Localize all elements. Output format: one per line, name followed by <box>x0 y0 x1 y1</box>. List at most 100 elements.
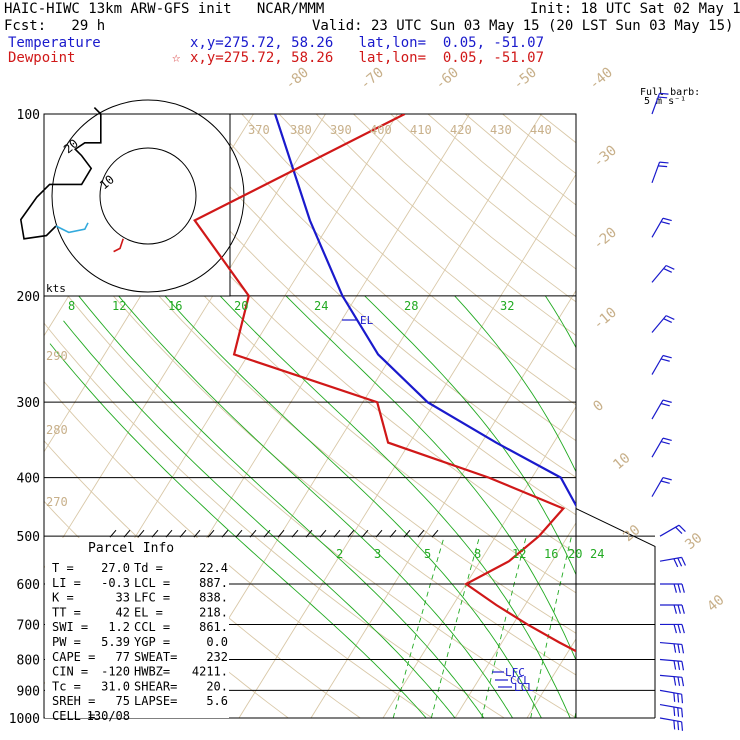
theta-label: 410 <box>410 123 432 137</box>
pressure-label: 600 <box>17 578 40 593</box>
lcl-label: LCL <box>514 681 534 694</box>
wind-barb-flag <box>681 661 685 671</box>
mixing-ratio-label: 16 <box>168 299 182 313</box>
isotherm-line <box>382 405 576 718</box>
temperature-label: -40 <box>586 65 616 94</box>
theta-label: 390 <box>330 123 352 137</box>
wind-barb-flag <box>665 315 675 320</box>
pressure-label: 900 <box>17 684 40 699</box>
moist-adiabat-line <box>364 295 576 576</box>
wind-barb-flag <box>678 524 686 532</box>
parcel-key: T = <box>52 561 74 575</box>
chart-title: HAIC-HIWC 13km ARW-GFS init NCAR/MMM <box>4 1 325 17</box>
freezing-tick <box>417 529 425 538</box>
theta-label: 370 <box>248 123 270 137</box>
parcel-value: 838. <box>199 591 228 605</box>
forecast-hour: Fcst: 29 h <box>4 18 106 34</box>
legend-dewpoint-marker: ☆ <box>172 50 181 66</box>
parcel-value: -120 <box>101 665 130 679</box>
wind-barb-flag <box>660 440 670 445</box>
wind-barb-flag <box>681 557 687 566</box>
mixing-ratio-line <box>481 536 527 718</box>
wind-barb-flag <box>662 437 672 442</box>
init-time: Init: 18 UTC Sat 02 May 15 <box>530 1 740 17</box>
freezing-tick <box>263 529 271 538</box>
pressure-label: 400 <box>17 472 40 487</box>
wind-barb-flag <box>681 708 684 718</box>
temperature-label: -60 <box>432 65 462 94</box>
isotherm-line <box>310 289 576 718</box>
wind-barb-flag <box>681 677 685 687</box>
wind-barb-flag <box>673 720 676 730</box>
wind-barb-flag <box>662 354 672 359</box>
hodograph-ring <box>99 147 197 245</box>
pressure-label: 200 <box>17 290 40 305</box>
freezing-tick <box>221 529 229 538</box>
dry-adiabat-line <box>278 114 576 371</box>
moist-adiabat-line <box>688 296 740 718</box>
freezing-tick <box>347 529 355 538</box>
mixing-ratio-label: 2 <box>336 547 343 561</box>
wind-barb-flag <box>658 165 668 168</box>
parcel-value: 27.0 <box>101 561 130 575</box>
wind-barb <box>651 217 664 238</box>
mixing-ratio-line <box>392 536 445 718</box>
parcel-value: 5.6 <box>206 694 228 708</box>
wind-barb-flag <box>681 604 685 614</box>
dry-adiabat-line <box>44 208 576 676</box>
valid-time: Valid: 23 UTC Sun 03 May 15 (20 LST Sun … <box>312 18 734 34</box>
wind-barb <box>659 641 682 646</box>
lower-panel-frame <box>109 508 656 718</box>
temperature-label: -70 <box>357 65 387 94</box>
wind-barb-flag <box>677 624 681 634</box>
series-line-temperature <box>274 114 576 508</box>
freezing-tick <box>193 529 201 538</box>
parcel-key: CCL = <box>134 620 170 634</box>
freezing-tick <box>207 529 215 538</box>
parcel-info: Parcel Info T = 27.0 Td = 22.4 LI = -0.3 LCL = 8… <box>45 538 229 723</box>
freezing-tick <box>375 529 383 538</box>
parcel-key: K = <box>52 591 74 605</box>
wind-barb-flag <box>673 558 679 568</box>
parcel-value: 75 <box>116 694 130 708</box>
lfc-label: LFC <box>505 666 525 679</box>
temperature-label: -50 <box>510 65 540 94</box>
dry-adiabat-line <box>427 114 576 238</box>
series-line-dewpoint <box>193 114 576 653</box>
dry-adiabat-line <box>502 114 576 175</box>
wind-barb-flag <box>658 96 668 99</box>
dry-adiabat-line <box>129 114 576 516</box>
parcel-key: Tc = <box>52 679 81 693</box>
mixing-ratio-label: 24 <box>314 299 328 313</box>
mixing-ratio-label: 8 <box>68 299 75 313</box>
wind-barb-flag <box>681 624 685 634</box>
wind-barbs: Full barb:5 m s⁻¹ <box>640 87 700 731</box>
wind-barb-flag <box>662 217 672 222</box>
legend-dewpoint-label: Dewpoint <box>8 50 76 66</box>
lower-frame-edge <box>575 508 656 718</box>
wind-barb-flag <box>665 264 675 270</box>
wind-barb-flag <box>659 161 669 164</box>
mixing-ratio-label: 12 <box>512 547 526 561</box>
barb-legend-units: 5 m s⁻¹ <box>644 96 686 107</box>
parcel-key: CAPE = <box>52 650 95 664</box>
parcel-value: 20. <box>206 679 228 693</box>
freezing-tick <box>319 529 327 538</box>
barb-legend-title: Full barb: <box>640 87 700 98</box>
wind-barb-flag <box>663 318 673 324</box>
wind-barb <box>651 265 667 283</box>
wind-barb-flag <box>660 358 670 362</box>
wind-barb <box>659 689 682 695</box>
wind-barb-flag <box>660 402 670 407</box>
wind-barb <box>659 524 680 537</box>
dry-adiabat-line <box>241 114 576 406</box>
parcel-key: LFC = <box>134 591 170 605</box>
legend-dewpoint-info: x,y=275.72, 58.26 lat,lon= 0.05, -51.07 <box>190 50 545 66</box>
pressure-label: 500 <box>17 530 40 545</box>
parcel-value: 1.2 <box>108 620 130 634</box>
dry-adiabat-line <box>614 114 740 718</box>
freezing-tick <box>235 529 243 538</box>
wind-barb-flag <box>673 706 676 717</box>
temperature-label: 0 <box>590 397 607 415</box>
